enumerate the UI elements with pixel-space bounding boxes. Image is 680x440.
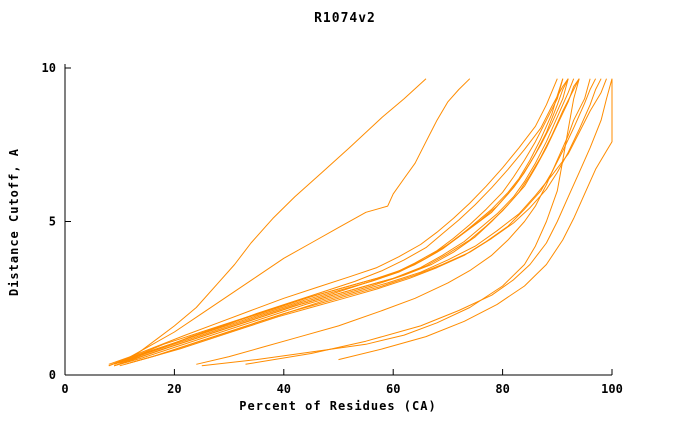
x-tick-label: 100 xyxy=(601,382,623,396)
series-line-model-02 xyxy=(119,78,471,364)
series-line-model-05 xyxy=(108,78,564,367)
series-lines xyxy=(108,78,613,367)
series-line-model-08 xyxy=(108,78,558,365)
x-tick-label: 60 xyxy=(386,382,400,396)
series-line-model-18 xyxy=(338,78,613,361)
y-tick-label: 0 xyxy=(49,368,56,382)
series-line-model-07 xyxy=(114,78,575,367)
x-tick-label: 20 xyxy=(167,382,181,396)
series-line-model-10 xyxy=(114,78,569,365)
y-axis-label: Distance Cutoff, A xyxy=(7,148,21,296)
series-line-model-17 xyxy=(245,78,613,365)
series-line-model-01 xyxy=(124,78,427,362)
x-axis-label: Percent of Residues (CA) xyxy=(239,399,436,413)
series-line-model-11 xyxy=(125,78,602,365)
series-line-model-12 xyxy=(119,78,597,367)
x-tick-label: 80 xyxy=(495,382,509,396)
chart-title: R1074v2 xyxy=(314,11,376,26)
x-tick-label: 40 xyxy=(277,382,291,396)
series-line-model-16 xyxy=(201,78,580,367)
series-line-model-13 xyxy=(130,78,607,364)
series-line-model-14 xyxy=(114,78,580,367)
series-line-model-09 xyxy=(119,78,564,364)
series-line-model-04 xyxy=(114,78,569,367)
axes: 0 20 40 60 80 100 0 5 10 xyxy=(42,61,623,396)
series-line-model-15 xyxy=(196,78,591,365)
x-tick-label: 0 xyxy=(61,382,68,396)
y-tick-label: 10 xyxy=(42,61,56,75)
y-tick-label: 5 xyxy=(49,215,56,229)
